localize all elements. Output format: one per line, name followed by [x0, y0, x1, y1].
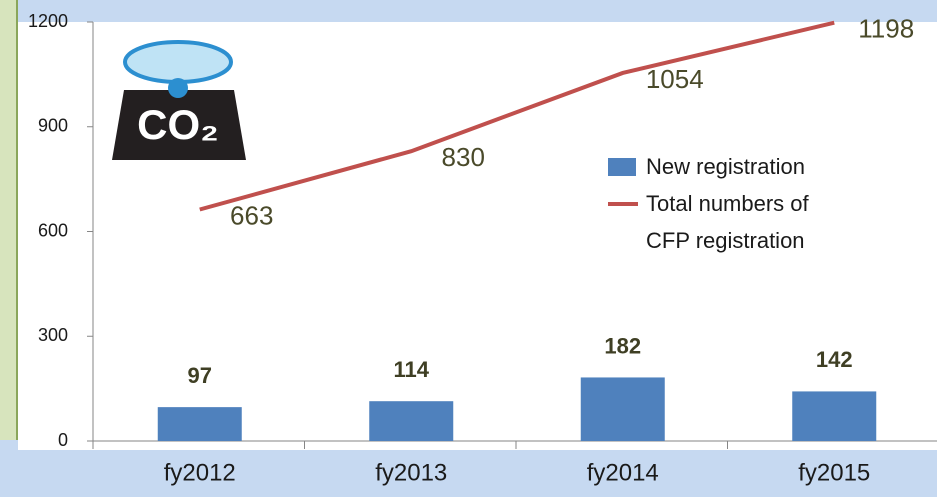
legend-label: Total numbers of CFP registration: [646, 191, 809, 253]
bar-label: 97: [188, 363, 212, 388]
bar-label: 114: [394, 357, 430, 382]
y-tick-label: 900: [38, 116, 68, 136]
line-label: 830: [442, 142, 485, 172]
x-tick-label: fy2012: [164, 459, 236, 486]
line-label: 1198: [858, 14, 914, 44]
icon-label: CO₂: [137, 101, 219, 148]
line: [199, 20, 835, 212]
co2-icon: CO₂: [112, 40, 246, 160]
legend-swatch: [608, 157, 636, 176]
line-label: 663: [230, 200, 273, 230]
icon-bubble: [123, 40, 233, 84]
y-tick-label: 600: [38, 220, 68, 240]
bar: [580, 377, 665, 441]
bar-label: 142: [816, 347, 853, 372]
bar: [792, 391, 877, 441]
y-tick-label: 0: [58, 430, 68, 450]
bar: [369, 401, 454, 441]
legend-label: New registration: [646, 154, 805, 179]
bar: [157, 407, 242, 441]
icon-weight: [112, 90, 246, 160]
x-tick-label: fy2014: [587, 459, 659, 486]
y-tick-label: 300: [38, 325, 68, 345]
left-strip: [0, 0, 18, 440]
icon-dot: [168, 78, 188, 98]
legend-item: New registration: [608, 148, 846, 185]
x-tick-label: fy2015: [798, 459, 870, 486]
bar-label: 182: [604, 333, 641, 358]
legend-swatch: [608, 202, 638, 206]
x-tick-label: fy2013: [375, 459, 447, 486]
legend-item: Total numbers of CFP registration: [608, 185, 846, 259]
legend: New registration Total numbers of CFP re…: [608, 148, 846, 259]
y-tick-label: 1200: [28, 11, 68, 31]
line-label: 1054: [646, 64, 704, 94]
